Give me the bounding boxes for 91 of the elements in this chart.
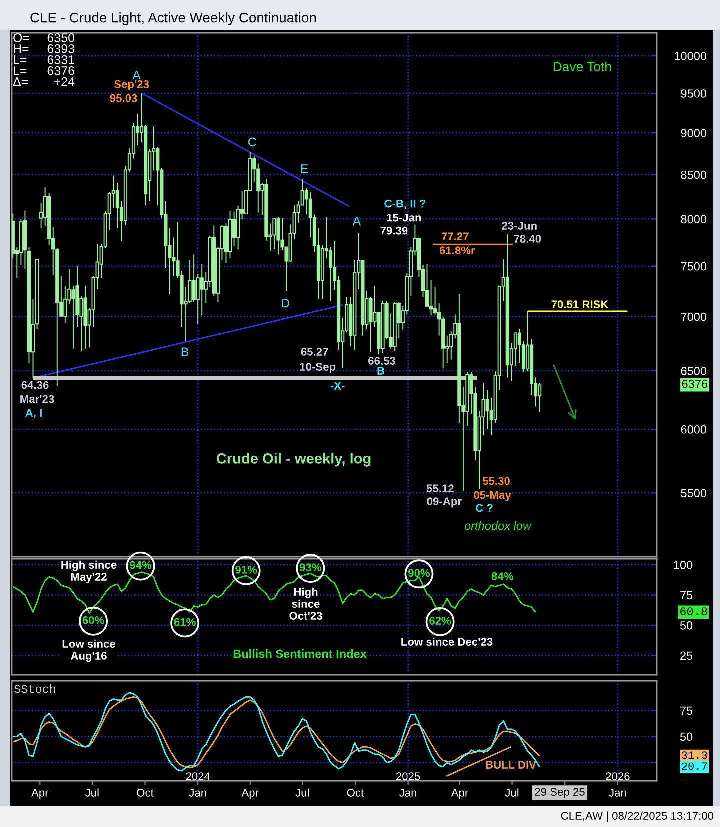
text: 20.7 [682,762,708,770]
annotation: 55.30 [482,477,510,486]
annotation: 66.53 [368,357,396,365]
x-tick-label: Oct [137,788,154,797]
y-tick-label: 7500 [681,262,707,271]
annotation: Dave Toth [554,62,612,72]
x-tick-label: 2024 Jan [186,772,210,797]
text: Bullish Sentiment Index [234,649,367,658]
y-tick-label: 75 [680,591,693,600]
annotation: E [301,164,308,174]
y-tick-label: 50 [680,621,693,630]
annotation: 77.27 [442,232,469,240]
annotation: High since Oct'23 [290,588,322,620]
annotation: 93% [300,564,322,572]
annotation: O= [14,34,30,42]
annotation: -X- [330,382,345,390]
text: CLE,AW | 08/22/2025 13:17:00 [561,812,714,822]
text: 60.8 [680,608,708,616]
y-tick-label: 100 [674,561,693,570]
y-tick-label: 9500 [681,90,707,98]
annotation: Mar'23 [20,395,54,404]
y-tick-label: 8500 [681,170,707,180]
y-tick-label: 75 [680,706,693,716]
annotation: 55.12 [426,484,454,493]
annotation: 23-Jun [502,222,537,230]
annotation: 09-Apr [427,498,462,508]
x-tick-label: Apr [451,789,468,800]
y-tick-label: 6000 [681,426,707,434]
annotation: Crude Oil - weekly, log [216,453,371,467]
chart-title: CLE - Crude Light, Active Weekly Continuation [30,12,316,26]
x-tick-label: Jul [85,788,99,797]
annotation: B [378,367,385,375]
y-tick-label: 5500 [681,489,707,498]
annotation: 70.51 RISK [552,300,609,308]
annotation: orthodox low [464,521,532,530]
annotation: +24 [54,78,75,86]
y-tick-label: 7000 [681,312,707,322]
y-tick-label: 6500 [681,367,707,376]
annotation: Sep'23 [114,80,150,90]
annotation: 90% [408,569,430,578]
annotation: A, I [26,409,42,419]
annotation: A [132,70,141,80]
annotation: Low since Aug'16 [62,640,116,662]
x-tick-label: Jul [505,788,519,797]
annotation: 6331 [48,56,74,64]
annotation: B [182,348,189,356]
y-tick-label: 25 [680,652,693,660]
annotation: 79.39 [380,226,408,235]
annotation: High since May'22 [62,560,117,584]
annotation: L= [14,66,27,76]
annotation: 6350 [48,34,75,42]
x-tick-label: Apr [242,789,259,800]
text: 29 Sep 25 [535,788,585,798]
annotation: C ? [476,504,493,512]
annotation: H= [14,44,29,54]
annotation: 05-May [474,491,512,502]
annotation: BULL DIV [486,761,536,769]
annotation: 60% [82,616,104,624]
annotation: 64.36 [22,381,49,390]
annotation: 65.27 [301,348,328,356]
annotation: 91% [236,566,258,574]
annotation: 61.8%r [440,246,476,255]
annotation: 61% [174,618,196,626]
x-tick-label: Jul [296,788,309,797]
y-tick-label: 9000 [681,129,707,138]
annotation: C [248,138,256,147]
x-tick-label: Apr [32,789,49,800]
annotation: L= [14,56,27,64]
annotation: 95.03 [110,94,138,102]
annotation: 15-Jan [387,214,422,222]
annotation: A [352,217,362,226]
x-tick-label: Oct [347,788,364,797]
y-tick-label: 50 [680,732,693,742]
annotation: C-B, II ? [384,200,426,210]
annotation: 10-Sep [300,363,336,374]
annotation: 94% [130,561,152,570]
text: 6376 [682,380,708,388]
text: 31.3 [682,752,708,760]
x-tick-label: 2025 Jan [396,772,420,797]
annotation: 84% [492,572,514,580]
annotation: 78.40 [514,235,542,243]
y-tick-label: 8000 [681,215,707,224]
annotation: Δ= [13,78,28,86]
x-tick-label: 2026 Jan [606,772,630,797]
annotation: 6376 [48,66,74,76]
annotation: 62% [430,617,452,625]
annotation: SStoch [14,684,56,694]
annotation: Low since Dec'23 [402,638,493,646]
annotation: D [282,298,290,308]
annotation: 6393 [48,44,74,54]
y-tick-label: 10000 [675,52,707,60]
